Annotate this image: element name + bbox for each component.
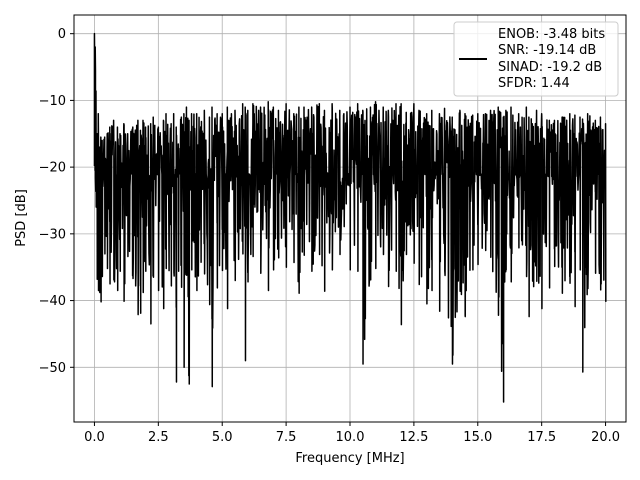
y-axis-label: PSD [dB] <box>14 189 29 247</box>
y-tick-label: −20 <box>39 161 66 176</box>
plot-area <box>93 32 607 403</box>
x-tick-label: 10.0 <box>336 430 365 445</box>
legend-entry-sinad: SINAD: -19.2 dB <box>498 60 602 75</box>
y-tick-label: −10 <box>39 94 66 109</box>
legend: ENOB: -3.48 bits SNR: -19.14 dB SINAD: -… <box>453 21 619 97</box>
legend-box <box>453 21 619 97</box>
y-tick-label: −40 <box>39 294 66 309</box>
x-tick-label: 2.5 <box>148 430 169 445</box>
x-tick-label: 7.5 <box>276 430 297 445</box>
psd-series-line <box>93 32 607 403</box>
x-tick-label: 15.0 <box>463 430 492 445</box>
x-axis-label: Frequency [MHz] <box>295 451 404 466</box>
y-tick-label: 0 <box>58 27 66 42</box>
y-tick-label: −50 <box>39 361 66 376</box>
x-tick-label: 12.5 <box>399 430 428 445</box>
x-tick-label: 17.5 <box>527 430 556 445</box>
legend-entry-enob: ENOB: -3.48 bits <box>498 27 605 42</box>
x-tick-label: 0.0 <box>84 430 105 445</box>
y-tick-label: −30 <box>39 227 66 242</box>
x-tick-label: 20.0 <box>591 430 620 445</box>
x-axis-ticks: 0.0 2.5 5.0 7.5 10.0 12.5 15.0 17.5 20.0 <box>84 422 620 445</box>
x-tick-label: 5.0 <box>212 430 233 445</box>
y-axis-ticks: 0 −10 −20 −30 −40 −50 <box>39 27 74 376</box>
legend-entry-sfdr: SFDR: 1.44 <box>498 76 570 91</box>
legend-entry-snr: SNR: -19.14 dB <box>498 43 596 58</box>
